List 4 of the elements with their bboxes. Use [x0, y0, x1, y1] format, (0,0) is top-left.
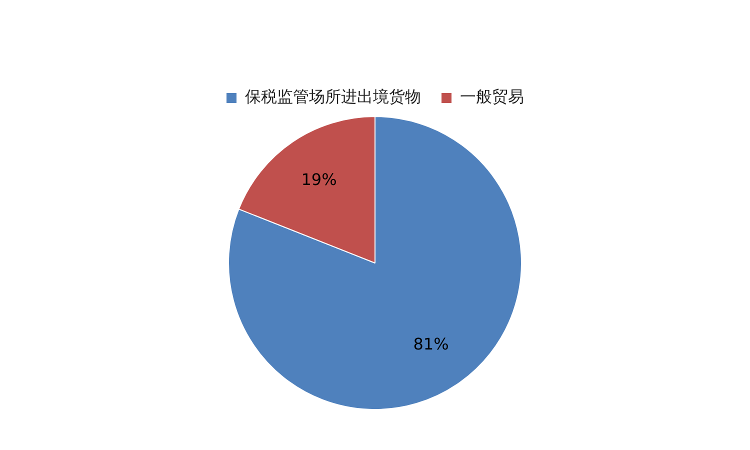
data-label: 19%: [301, 170, 337, 189]
legend-label: 保税监管场所进出境货物: [245, 87, 421, 106]
legend-label: 一般贸易: [460, 87, 524, 106]
data-label: 81%: [413, 334, 449, 354]
